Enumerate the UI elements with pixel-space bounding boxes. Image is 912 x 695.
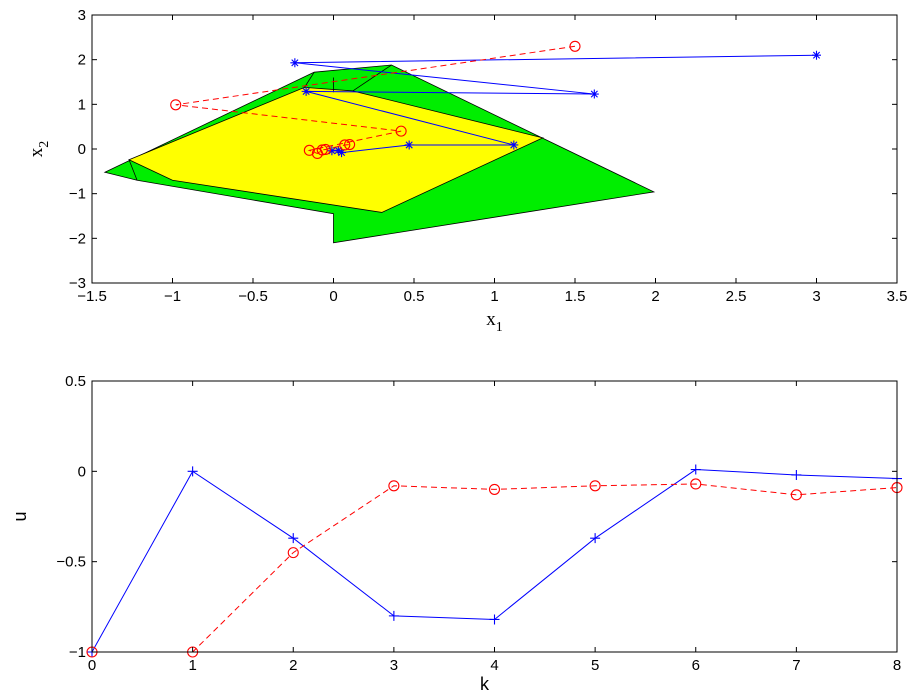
x-tick-label: 2.5 [726,288,747,305]
x-axis-label-main: x [486,309,496,330]
x-tick-label: 0.5 [404,288,425,305]
y-tick-label: −1 [69,644,86,661]
x-tick-label: 3.5 [887,288,908,305]
control-series-red [86,478,903,658]
x-tick-label: 5 [591,657,599,674]
data-point [388,480,400,492]
series-line [91,469,898,653]
x-tick-label: 7 [792,657,800,674]
data-point [690,464,701,475]
data-point [290,58,300,68]
axes-box [91,14,898,284]
y-tick-label: −0.5 [56,554,86,571]
control-input-plot: 0 1 2 3 4 5 6 7 8 −1 −0.5 0 0.5 k u [10,373,903,694]
y-tick-label: 1 [78,96,86,113]
y-tick-label: −1 [69,186,86,203]
axes-box [91,380,898,653]
data-point [301,86,311,96]
data-point [589,480,601,492]
y-tick-label: −2 [69,230,86,247]
x-tick-label: 0 [88,657,96,674]
series-line [175,45,576,155]
data-point [589,89,599,99]
y-tick-label: 2 [78,52,86,69]
data-point [344,138,356,151]
x-tick-label: 2 [289,657,297,674]
data-point [812,50,821,60]
x-tick-label: 1.5 [565,288,586,305]
x-tick-label: 1 [188,657,196,674]
data-point [316,144,328,156]
x-axis-label: k [480,674,490,694]
trajectory-series-red [170,40,581,160]
y-tick-label: 3 [78,7,86,24]
x-tick-label: −1.5 [77,288,107,305]
x-tick-label: 3 [812,288,820,305]
x-tick-label: −1 [164,288,181,305]
series-line [92,483,898,653]
data-point [569,40,581,52]
y-tick-label: 0.5 [65,373,86,390]
data-point [388,610,399,621]
x-tick-label: 2 [651,288,659,305]
data-point [287,547,299,559]
data-point [319,143,332,155]
x-tick-label: 8 [893,657,901,674]
y-axis-label-main: x [26,147,47,157]
data-point [404,140,414,150]
x-tick-label: 1 [490,288,498,305]
x-tick-label: 3 [390,657,398,674]
x-axis-label-sub: 1 [496,320,503,335]
data-point [509,140,519,150]
data-point [337,148,347,158]
x-tick-label: −0.5 [238,288,268,305]
data-point [288,533,299,544]
data-point [303,144,315,156]
data-point [489,614,500,625]
data-point [791,469,802,480]
x-tick-label: 4 [490,657,498,674]
data-point [488,483,501,495]
data-point [690,478,702,490]
y-tick-label: 0 [78,463,86,480]
y-axis-label-sub: 2 [37,141,52,148]
y-axis-label: x2 [26,141,52,158]
data-point [395,125,407,137]
data-point [333,145,343,155]
y-tick-label: 0 [78,141,86,158]
region-edge [304,71,315,88]
x-tick-label: 0 [329,288,337,305]
x-axis-label: x1 [486,309,503,335]
region-edge [352,64,392,92]
data-point [327,146,337,156]
data-point [170,99,182,111]
control-series-blue [87,464,902,657]
y-tick-label: −3 [69,275,86,292]
data-point [590,533,601,544]
region-edge [128,159,138,181]
x-tick-label: 6 [692,657,700,674]
data-point [187,466,198,477]
data-point [790,489,802,501]
trajectory-series-blue [290,50,821,158]
data-point [339,139,351,151]
y-axis-label: u [10,511,30,521]
